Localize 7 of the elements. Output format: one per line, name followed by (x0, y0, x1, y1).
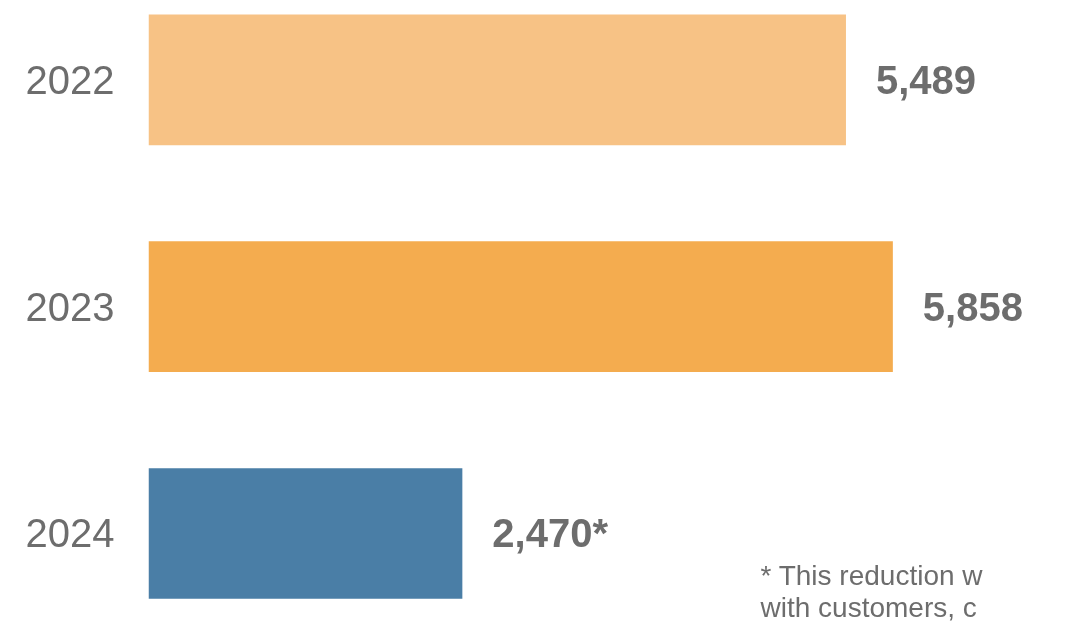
y-tick-label: 2024 (25, 511, 115, 556)
y-tick-label: 2022 (25, 57, 115, 102)
annotation: * This reduction w with customers, c (759, 560, 984, 623)
y-tick-label: 2023 (25, 284, 115, 329)
data-label: 5,489 (875, 57, 977, 102)
data-label: 2,470* (492, 511, 609, 556)
data-label: 5,858 (922, 284, 1023, 329)
